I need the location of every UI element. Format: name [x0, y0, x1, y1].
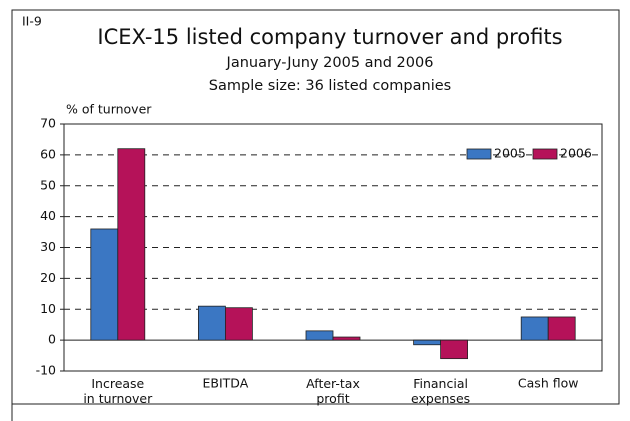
chart-label: II-9: [22, 14, 42, 29]
legend-swatch: [466, 148, 492, 160]
legend-label: 2005: [494, 146, 526, 161]
plot-border: [63, 123, 603, 372]
y-tick-label: 40: [40, 208, 56, 223]
legend-swatch: [532, 148, 558, 160]
bar: [224, 307, 253, 341]
frame: [11, 9, 620, 405]
chart-title: ICEX-15 listed company turnover and prof…: [97, 25, 562, 49]
bar: [547, 316, 576, 341]
y-tick-label: 0: [48, 332, 56, 347]
x-tick-label: EBITDA: [203, 376, 249, 391]
y-tick-label: 30: [40, 239, 56, 254]
x-tick-label: Increase in turnover: [83, 376, 153, 406]
y-tick-label: 50: [40, 177, 56, 192]
chart-subtitle: January-Juny 2005 and 2006: [226, 55, 434, 71]
y-axis-label: % of turnover: [66, 102, 152, 117]
bar: [413, 339, 442, 346]
x-tick-label: Cash flow: [518, 376, 579, 391]
bar: [332, 336, 361, 341]
bar: [305, 330, 334, 341]
bar: [520, 316, 549, 341]
chart-subtitle: Sample size: 36 listed companies: [209, 78, 451, 94]
y-tick-label: 60: [40, 146, 56, 161]
bar: [117, 148, 146, 341]
bar: [197, 305, 226, 341]
y-tick-label: -10: [36, 363, 56, 378]
x-tick-label: Financial expenses: [411, 376, 470, 406]
y-tick-label: 20: [40, 270, 56, 285]
legend-label: 2006: [560, 146, 592, 161]
bar: [440, 339, 469, 360]
y-tick-label: 10: [40, 301, 56, 316]
bar: [90, 228, 119, 341]
x-tick-label: After-tax profit: [306, 376, 360, 406]
y-tick-label: 70: [40, 116, 56, 131]
